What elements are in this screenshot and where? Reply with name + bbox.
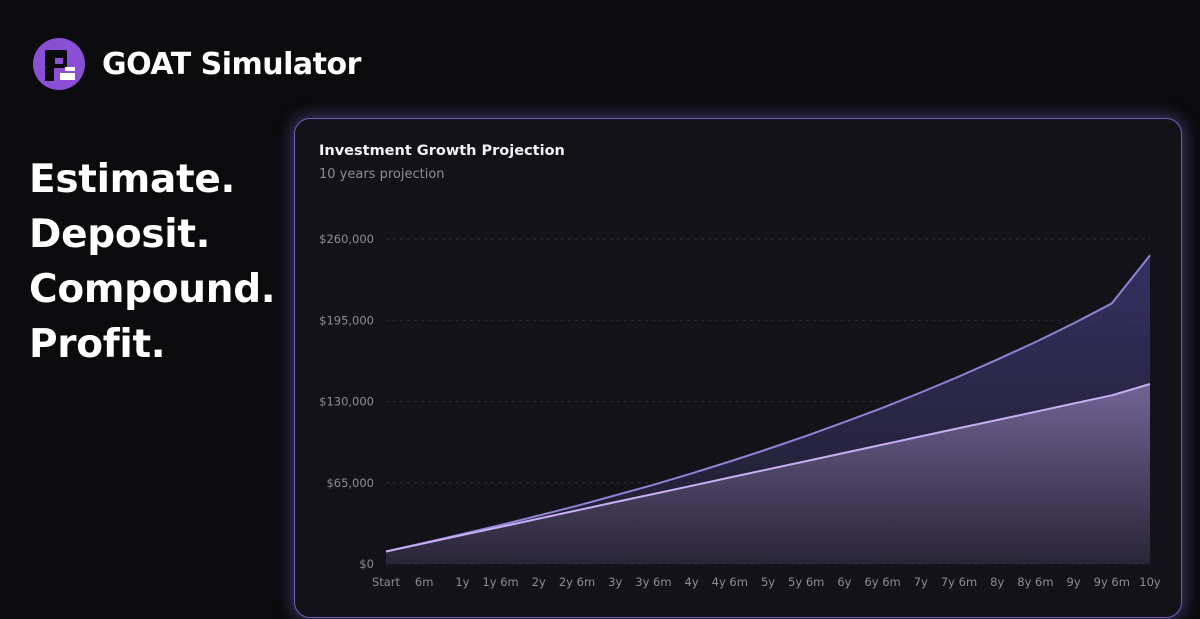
x-tick-label: 7y bbox=[914, 575, 928, 589]
x-tick-label: 9y 6m bbox=[1094, 575, 1130, 589]
tagline-list: Estimate. Deposit. Compound. Profit. bbox=[29, 152, 276, 372]
x-tick-label: 1y 6m bbox=[482, 575, 518, 589]
x-tick-label: 10y bbox=[1139, 575, 1161, 589]
goat-logo-icon bbox=[33, 38, 85, 90]
tagline: Compound. bbox=[29, 267, 276, 312]
y-tick-label: $195,000 bbox=[319, 313, 374, 327]
brand: GOAT Simulator bbox=[32, 37, 361, 91]
tagline: Deposit. bbox=[29, 212, 211, 257]
chart-subtitle: 10 years projection bbox=[319, 167, 445, 182]
x-tick-label: 4y 6m bbox=[712, 575, 748, 589]
x-tick-label: 6y bbox=[837, 575, 851, 589]
x-tick-label: 3y bbox=[608, 575, 622, 589]
x-tick-label: 2y bbox=[532, 575, 546, 589]
x-tick-label: 6m bbox=[415, 575, 434, 589]
tagline: Profit. bbox=[29, 322, 166, 367]
x-tick-label: 2y 6m bbox=[559, 575, 595, 589]
x-tick-label: 7y 6m bbox=[941, 575, 977, 589]
chart-card: Investment Growth Projection 10 years pr… bbox=[294, 118, 1182, 618]
series-line-1 bbox=[385, 254, 1151, 553]
series-line-2 bbox=[385, 383, 1151, 553]
tagline: Estimate. bbox=[29, 157, 236, 202]
x-tick-label: 5y 6m bbox=[788, 575, 824, 589]
y-tick-label: $130,000 bbox=[319, 395, 374, 409]
x-tick-label: 5y bbox=[761, 575, 775, 589]
x-tick-label: 6y 6m bbox=[864, 575, 900, 589]
growth-chart: $0 $65,000 $130,000 $195,000 $260,000 Start 6m… bbox=[319, 232, 1161, 589]
x-tick-label: Start bbox=[372, 575, 401, 589]
chart-title: Investment Growth Projection bbox=[319, 143, 565, 159]
x-tick-label: 4y bbox=[685, 575, 699, 589]
y-tick-label: $260,000 bbox=[319, 232, 374, 246]
brand-name: GOAT Simulator bbox=[102, 46, 361, 82]
x-tick-label: 8y 6m bbox=[1017, 575, 1053, 589]
y-tick-label: $0 bbox=[359, 557, 374, 571]
x-tick-label: 1y bbox=[455, 575, 469, 589]
x-tick-label: 9y bbox=[1067, 575, 1081, 589]
x-tick-label: 8y bbox=[990, 575, 1004, 589]
y-tick-label: $65,000 bbox=[326, 476, 374, 490]
x-tick-label: 3y 6m bbox=[635, 575, 671, 589]
